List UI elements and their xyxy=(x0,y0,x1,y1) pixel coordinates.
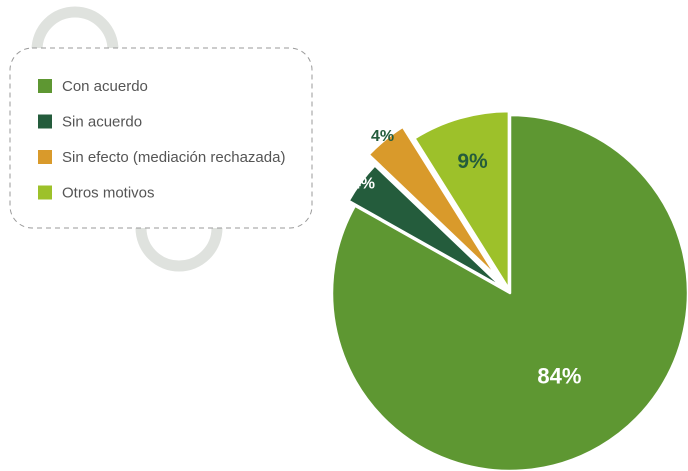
data-label: 9% xyxy=(457,150,488,173)
legend-swatch xyxy=(38,114,52,129)
pie-slice xyxy=(347,164,505,290)
pie-slice xyxy=(413,109,511,291)
decor-arc xyxy=(135,227,223,272)
legend-label: Con acuerdo xyxy=(62,78,148,95)
data-label: 84% xyxy=(537,363,581,388)
legend-label: Sin acuerdo xyxy=(62,113,142,130)
data-label: 4% xyxy=(371,128,394,145)
legend-swatch xyxy=(38,79,52,93)
pie-slice xyxy=(367,125,499,279)
legend: Con acuerdo Sin acuerdo Sin efecto (mediac… xyxy=(38,78,285,201)
pie-slice xyxy=(330,113,688,471)
legend-label: Sin efecto (mediación rechazada) xyxy=(62,149,285,166)
legend-swatch xyxy=(38,150,52,164)
legend-swatch xyxy=(38,185,52,200)
legend-box xyxy=(9,47,313,229)
legend-label: Otros motivos xyxy=(62,184,155,201)
data-label: 4% xyxy=(352,176,375,193)
decor-arc xyxy=(31,6,119,51)
pie: 84% 4% 4% 9% xyxy=(330,109,688,471)
